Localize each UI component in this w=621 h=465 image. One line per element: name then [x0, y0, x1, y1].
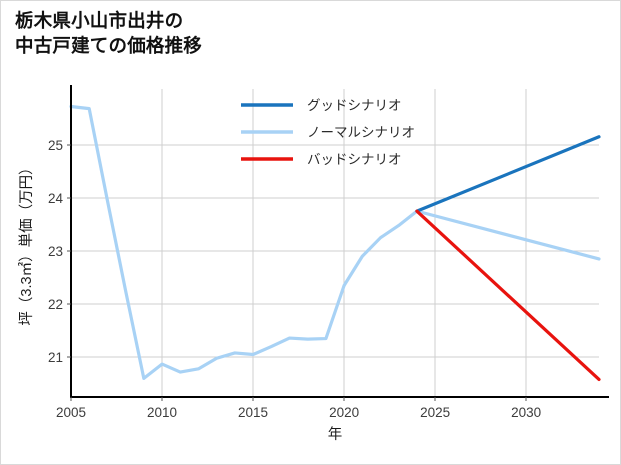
axis-spines [69, 85, 609, 399]
legend-label: グッドシナリオ [307, 98, 402, 113]
y-tick-label: 22 [48, 297, 63, 312]
x-axis-title: 年 [328, 426, 343, 443]
x-tick-label: 2005 [56, 405, 86, 420]
series-line-normal [69, 104, 601, 381]
legend-label: バッドシナリオ [307, 152, 402, 167]
data-series-group [69, 104, 601, 382]
y-tick-label: 21 [48, 350, 63, 365]
x-tick-label: 2020 [329, 405, 359, 420]
legend-label: ノーマルシナリオ [307, 125, 415, 140]
x-tick-label: 2015 [238, 405, 268, 420]
axis-tick-labels-group: 21 22 23 24 25 2005 2010 2015 2020 2025 2030 [48, 138, 541, 420]
x-tick-label: 2010 [147, 405, 177, 420]
series-line-bad [415, 209, 601, 382]
gridlines-group [70, 89, 599, 397]
y-tick-label: 23 [48, 244, 63, 259]
y-tick-label: 24 [48, 191, 64, 206]
y-axis-title: 坪（3.3㎡）単価（万円） [18, 160, 35, 325]
x-tick-label: 2025 [420, 405, 450, 420]
y-tick-label: 25 [48, 138, 63, 153]
chart-title: 栃木県小山市出井の 中古戸建ての価格推移 [15, 10, 203, 56]
x-tick-label: 2030 [511, 405, 541, 420]
axis-ticks-group [67, 144, 527, 401]
series-line-good [415, 135, 601, 213]
